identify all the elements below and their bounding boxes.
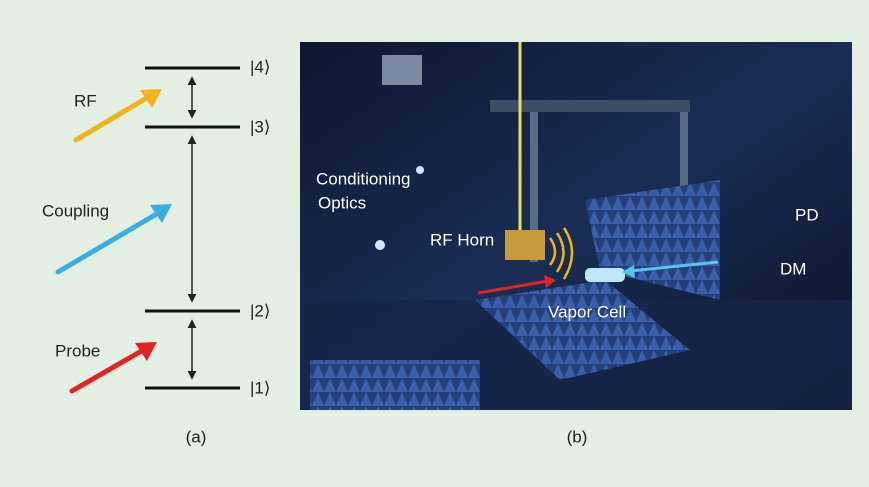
level-label: |4⟩ [250, 57, 271, 76]
photo-label: Conditioning [316, 169, 411, 188]
level-label: |2⟩ [250, 301, 271, 320]
transition-label: Coupling [42, 201, 109, 220]
caption: (a) [186, 427, 207, 446]
level-label: |3⟩ [250, 117, 271, 136]
page: |4⟩ |3⟩ |2⟩ |1⟩ RF Coupling Probe (a) Co… [0, 0, 869, 482]
transition-label: RF [74, 91, 97, 110]
light-spot [375, 240, 385, 250]
caption: (b) [567, 427, 588, 446]
photo-label: Vapor Cell [548, 302, 626, 321]
lab-photo [300, 42, 852, 410]
photo-label: RF Horn [430, 230, 494, 249]
photo-label: Optics [318, 193, 366, 212]
level-label: |1⟩ [250, 378, 271, 397]
vapor-cell [585, 268, 625, 282]
monitor [382, 55, 422, 85]
figure: |4⟩ |3⟩ |2⟩ |1⟩ RF Coupling Probe (a) Co… [0, 0, 869, 482]
transition-label: Probe [55, 341, 100, 360]
light-spot [416, 166, 424, 174]
rf-horn [505, 230, 545, 260]
photo-label: DM [780, 259, 806, 278]
absorber [310, 360, 480, 410]
photo-label: PD [795, 205, 819, 224]
